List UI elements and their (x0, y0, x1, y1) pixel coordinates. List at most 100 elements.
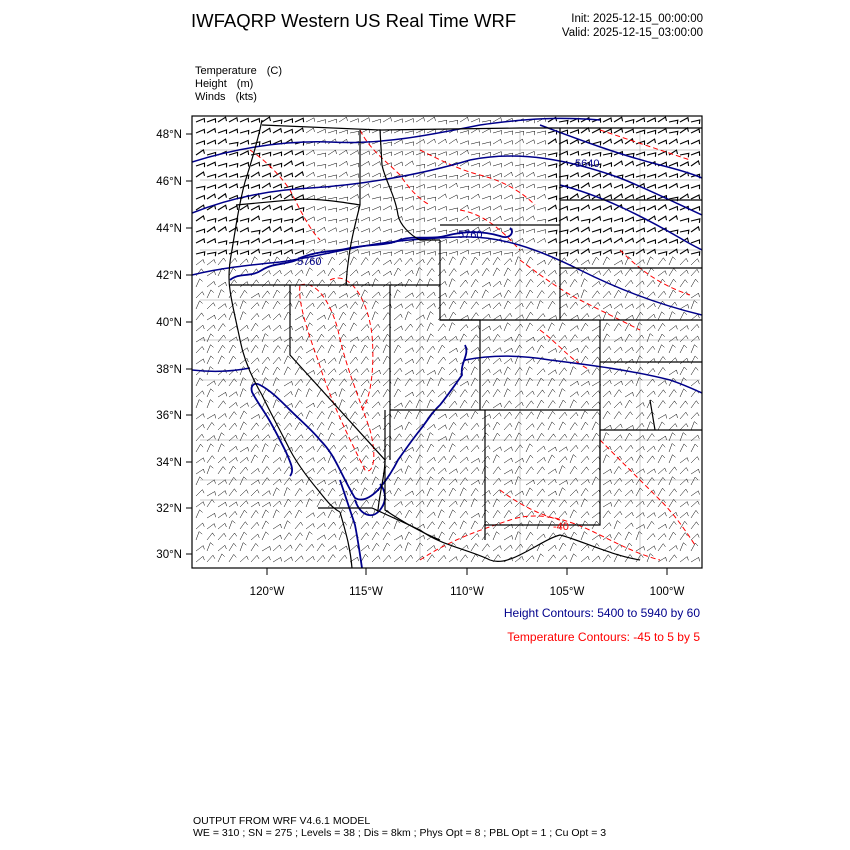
wind-barb (305, 476, 313, 486)
wind-barb (239, 542, 247, 552)
wind-barb (569, 411, 579, 420)
wind-barb (624, 499, 634, 508)
wind-barb (217, 501, 227, 508)
wind-barb (569, 334, 578, 343)
wind-barb (679, 542, 687, 552)
wind-barb (569, 391, 579, 398)
wind-barb (492, 333, 501, 343)
wind-barb (294, 171, 305, 178)
wind-barb (360, 411, 370, 420)
wind-barb (690, 456, 700, 464)
wind-barb (448, 194, 458, 200)
wind-barb (338, 129, 348, 135)
wind-barb (602, 311, 610, 321)
model-footer-line1: OUTPUT FROM WRF V4.6.1 MODEL (193, 815, 371, 827)
wind-barb (415, 399, 423, 409)
wind-barb (492, 347, 502, 354)
wind-barb (613, 357, 623, 365)
wind-barb (316, 479, 326, 486)
wind-barb (360, 289, 368, 299)
wind-barb (206, 443, 214, 453)
wind-barb (426, 196, 437, 202)
wind-barb (437, 239, 447, 244)
wind-barb (316, 358, 326, 365)
wind-barb (492, 466, 501, 475)
wind-barb (657, 435, 667, 442)
wind-barb (602, 357, 612, 365)
wind-barb (316, 174, 326, 179)
wind-barb (195, 259, 205, 266)
wind-barb (426, 423, 436, 431)
wind-barb (580, 116, 591, 123)
wind-barb (525, 454, 534, 464)
wind-barb (448, 150, 458, 156)
wind-barb (481, 554, 490, 563)
wind-barb (437, 229, 448, 235)
wind-barb (635, 355, 643, 365)
wind-barb (327, 533, 337, 541)
wind-barb (481, 281, 491, 288)
wind-barb (569, 422, 578, 431)
wind-barb (415, 356, 425, 365)
wind-barb (261, 555, 271, 563)
wind-barb (459, 238, 469, 244)
wind-barb (624, 237, 635, 244)
wind-barb (602, 268, 612, 277)
wind-barb (228, 456, 238, 464)
wind-barb (217, 355, 225, 365)
wind-barb (591, 117, 602, 123)
wind-barb (547, 322, 555, 332)
wind-barb (272, 487, 280, 497)
wind-barb (217, 368, 227, 376)
wind-barb (261, 140, 272, 145)
wind-barb (514, 183, 524, 189)
wind-barb (360, 161, 370, 167)
wind-barb (261, 251, 272, 257)
wind-barb (580, 410, 588, 420)
wind-barb (338, 355, 346, 365)
wind-barb (514, 130, 525, 136)
wind-barb (547, 334, 556, 343)
wind-barb (272, 324, 282, 332)
wind-barb (349, 162, 359, 168)
wind-barb (371, 226, 381, 233)
wind-barb (624, 128, 635, 134)
lon-tick-label: 120°W (250, 586, 285, 598)
wind-barb (437, 509, 445, 519)
wind-barb (481, 161, 491, 167)
wind-barb (415, 368, 425, 376)
wind-barb (613, 531, 622, 541)
wind-barb (591, 444, 601, 453)
wind-barb (657, 322, 666, 332)
wind-barb (536, 229, 546, 234)
wind-barb (250, 248, 261, 255)
wind-barb (217, 323, 226, 332)
wind-barb (657, 333, 665, 343)
wind-barb (569, 399, 577, 409)
wind-barb (547, 369, 557, 376)
wind-barb (228, 279, 237, 288)
wind-barb (415, 258, 425, 266)
wind-barb (613, 127, 624, 134)
wind-barb (415, 410, 423, 420)
wind-barb (250, 171, 261, 178)
wind-barb (679, 432, 687, 442)
wind-barb (525, 269, 535, 277)
wind-barb (371, 555, 381, 563)
wind-barb (239, 217, 250, 223)
wind-barb (437, 323, 446, 332)
wind-barb (338, 554, 348, 563)
wind-barb (569, 509, 577, 519)
wind-barb (371, 335, 381, 343)
wind-barb (646, 345, 656, 354)
wind-barb (635, 117, 646, 123)
wind-barb (228, 183, 239, 189)
wind-barb (371, 196, 381, 201)
wind-barb (239, 161, 250, 167)
wind-barb (404, 160, 414, 167)
wind-barb (679, 152, 690, 158)
wind-barb (239, 117, 250, 123)
wind-barb (459, 172, 469, 178)
wind-barb (580, 259, 590, 266)
wind-barb (635, 173, 646, 179)
